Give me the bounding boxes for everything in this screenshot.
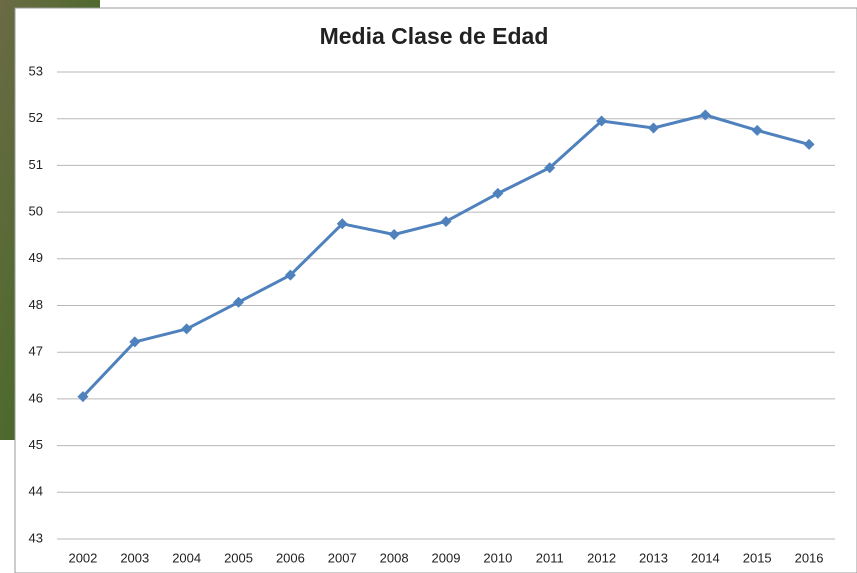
y-tick-label: 47 (29, 344, 43, 359)
x-tick-label: 2015 (743, 550, 772, 565)
x-tick-label: 2011 (536, 550, 564, 565)
page: Media Clase de Edad 43 44 45 46 47 48 49 50 51 52… (0, 0, 857, 573)
y-tick-label: 49 (29, 250, 43, 265)
y-tick-label: 52 (29, 110, 43, 125)
y-tick-label: 44 (29, 484, 43, 499)
chart-area (15, 8, 857, 573)
y-tick-label: 43 (29, 530, 43, 545)
x-tick-label: 2003 (120, 550, 149, 565)
chart-title: Media Clase de Edad (320, 23, 549, 49)
x-tick-label: 2006 (276, 550, 305, 565)
y-tick-label: 53 (29, 63, 43, 78)
x-tick-label: 2014 (691, 550, 720, 565)
y-tick-label: 45 (29, 437, 43, 452)
y-tick-label: 51 (29, 157, 43, 172)
x-tick-label: 2016 (795, 550, 824, 565)
x-tick-label: 2012 (587, 550, 616, 565)
x-tick-label: 2002 (68, 550, 97, 565)
y-tick-label: 50 (29, 204, 43, 219)
y-tick-label: 46 (29, 390, 43, 405)
x-tick-label: 2013 (639, 550, 668, 565)
x-tick-label: 2005 (224, 550, 253, 565)
x-tick-label: 2007 (328, 550, 357, 565)
chart: Media Clase de Edad 43 44 45 46 47 48 49 50 51 52… (0, 0, 857, 573)
y-tick-label: 48 (29, 297, 43, 312)
x-tick-label: 2004 (172, 550, 201, 565)
x-tick-label: 2008 (380, 550, 409, 565)
x-tick-label: 2010 (483, 550, 512, 565)
x-tick-label: 2009 (432, 550, 461, 565)
